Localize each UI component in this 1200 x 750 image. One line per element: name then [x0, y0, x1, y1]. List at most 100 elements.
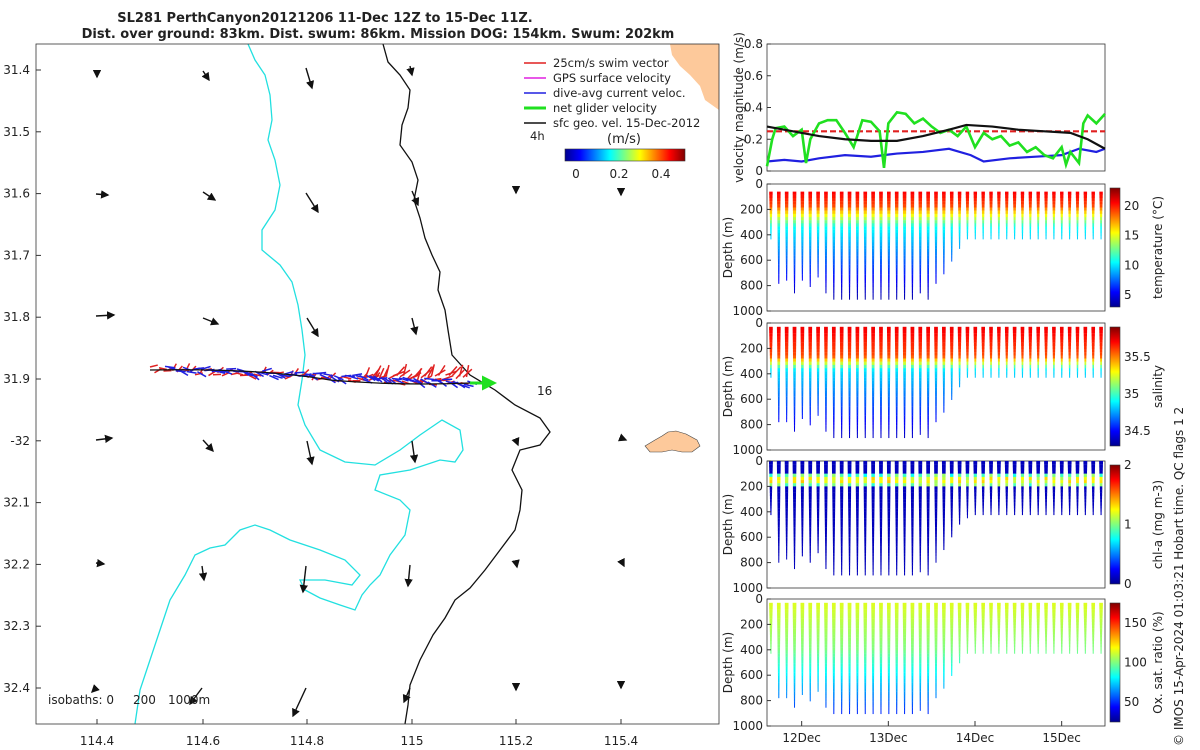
heatmap-cell — [864, 270, 867, 275]
heatmap-cell — [886, 467, 891, 471]
heatmap-cell — [879, 499, 883, 503]
heatmap-cell — [840, 666, 843, 670]
heatmap-cell — [785, 625, 789, 629]
heatmap-cell — [880, 270, 882, 275]
heatmap-cell — [1005, 345, 1009, 350]
heatmap-cell — [871, 217, 875, 221]
heatmap-cell — [902, 207, 907, 211]
heatmap-cell — [950, 489, 954, 493]
heatmap-cell — [832, 511, 836, 516]
heatmap-cell — [793, 675, 796, 680]
heatmap-cell — [895, 267, 898, 272]
heatmap-cell — [1052, 194, 1056, 199]
heatmap-cell — [943, 399, 945, 404]
heatmap-cell — [879, 530, 883, 535]
heatmap-cell — [840, 345, 844, 350]
heatmap-cell — [919, 543, 922, 547]
heatmap-cell — [989, 355, 993, 359]
current-vector — [359, 374, 369, 381]
heatmap-cell — [856, 226, 859, 230]
heatmap-cell — [871, 656, 875, 661]
heatmap-cell — [926, 236, 930, 240]
heatmap-cell — [769, 609, 773, 613]
heatmap-cell — [880, 572, 882, 576]
depth-tick-label: 800 — [740, 556, 763, 570]
heatmap-cell — [895, 621, 899, 626]
swim-vector — [374, 365, 382, 377]
heatmap-cell — [934, 508, 938, 512]
heatmap-cell — [1084, 650, 1086, 654]
heatmap-cell — [880, 296, 882, 300]
heatmap-cell — [1013, 204, 1016, 208]
heatmap-cell — [935, 267, 937, 272]
heatmap-cell — [895, 647, 899, 651]
heatmap-cell — [864, 245, 867, 249]
heatmap-cell — [801, 415, 803, 420]
heatmap-cell — [887, 495, 891, 500]
heatmap-cell — [848, 355, 852, 359]
heatmap-cell — [910, 480, 915, 484]
heatmap-cell — [871, 464, 876, 468]
heatmap-cell — [895, 229, 899, 234]
heatmap-cell — [816, 345, 820, 350]
heatmap-cell — [809, 534, 812, 538]
heatmap-cell — [887, 368, 891, 372]
heatmap-cell — [982, 368, 984, 372]
heatmap-cell — [871, 514, 875, 519]
heatmap-cell — [927, 248, 930, 253]
heatmap-cell — [887, 213, 891, 218]
heatmap-cell — [832, 242, 836, 246]
heatmap-cell — [887, 650, 891, 654]
heatmap-cell — [989, 486, 993, 490]
heatmap-cell — [809, 274, 811, 278]
heatmap-cell — [887, 537, 890, 541]
heatmap-cell — [777, 333, 781, 337]
heatmap-cell — [982, 644, 984, 648]
heatmap-cell — [848, 499, 851, 503]
heatmap-cell — [817, 669, 819, 673]
heatmap-cell — [825, 258, 827, 262]
map-y-tick-label: -32 — [10, 434, 30, 448]
velocity-y-tick-label: 0.4 — [744, 101, 763, 115]
current-vector — [398, 377, 409, 382]
heatmap-cell — [879, 374, 883, 378]
heatmap-cell — [950, 492, 954, 497]
heatmap-cell — [872, 255, 875, 259]
heatmap-cell — [872, 710, 874, 715]
heatmap-cell — [833, 283, 835, 287]
heatmap-cell — [1036, 618, 1040, 622]
heatmap-cell — [824, 663, 828, 667]
heatmap-cell — [1044, 210, 1048, 214]
heatmap-cell — [800, 333, 805, 337]
heatmap-cell — [1020, 333, 1025, 337]
heatmap-cell — [950, 383, 953, 388]
heatmap-cell — [1068, 486, 1071, 490]
heatmap-cell — [990, 647, 992, 651]
heatmap-cell — [927, 675, 930, 680]
heatmap-cell — [941, 461, 946, 465]
heatmap-cell — [871, 615, 875, 619]
heatmap-cell — [1044, 605, 1048, 610]
heatmap-cell — [785, 371, 788, 375]
depth-tick-label: 400 — [740, 505, 763, 519]
heatmap-cell — [786, 549, 788, 554]
heatmap-cell — [935, 530, 937, 535]
heatmap-cell — [958, 358, 961, 362]
heatmap-cell — [950, 521, 953, 525]
heatmap-cell — [997, 605, 1001, 610]
heatmap-cell — [997, 609, 1001, 613]
heatmap-cell — [832, 210, 836, 214]
heatmap-cell — [840, 217, 844, 221]
heatmap-cell — [1037, 374, 1039, 378]
heatmap-cell — [855, 480, 860, 484]
current-vector — [348, 375, 359, 380]
heatmap-cell — [841, 293, 843, 297]
heatmap-cell — [950, 640, 953, 645]
heatmap-cell — [808, 495, 812, 500]
heatmap-cell — [934, 621, 938, 626]
heatmap-cell — [778, 540, 780, 544]
heatmap-cell — [1099, 461, 1103, 465]
heatmap-cell — [879, 464, 883, 468]
heatmap-cell — [981, 342, 985, 346]
heatmap-cell — [1005, 499, 1008, 503]
